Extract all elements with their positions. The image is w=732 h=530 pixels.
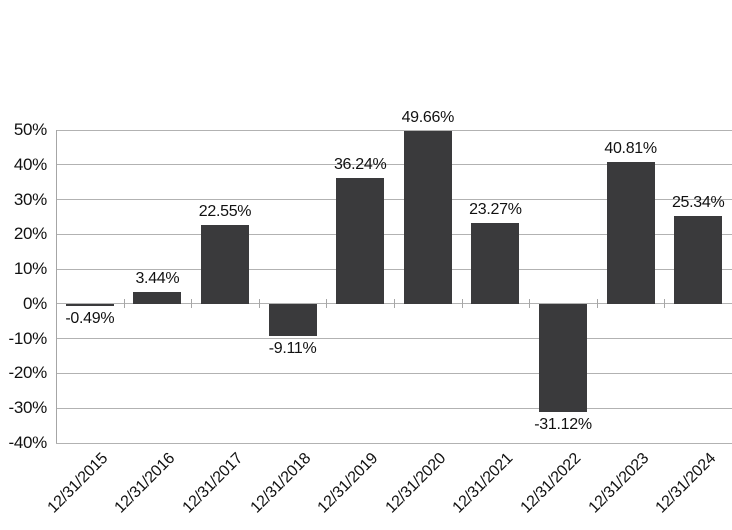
y-tick-label-40%: 40% [13, 154, 47, 174]
gridline-10% [56, 268, 732, 270]
x-tick-label-12/31/2016: 12/31/2016 [111, 450, 179, 517]
value-label-12/31/2015: -0.49% [65, 309, 115, 327]
x-tick-label-12/31/2023: 12/31/2023 [585, 450, 652, 517]
bar-12/31/2016 [133, 291, 182, 304]
x-tick-label-12/31/2019: 12/31/2019 [314, 450, 382, 517]
gridline-20% [56, 233, 732, 235]
gridline--10% [56, 338, 732, 340]
bar-12/31/2024 [674, 215, 723, 304]
bar-12/31/2020 [403, 131, 452, 304]
x-tick-label-12/31/2024: 12/31/2024 [652, 450, 720, 517]
bar-12/31/2018 [268, 303, 317, 336]
x-axis-tick [529, 299, 531, 309]
x-axis-tick [664, 299, 666, 309]
y-tick-label-50%: 50% [13, 120, 47, 139]
gridline--20% [56, 372, 732, 374]
x-tick-label-12/31/2020: 12/31/2020 [382, 450, 449, 517]
bar-12/31/2021 [471, 222, 520, 304]
y-tick-label--40%: -40% [8, 433, 48, 452]
x-axis-tick [394, 299, 395, 309]
value-label-12/31/2024: 25.34% [671, 193, 725, 211]
gridline-50% [56, 129, 732, 131]
y-tick-label-30%: 30% [13, 189, 47, 209]
value-label-12/31/2019: 36.24% [333, 155, 387, 173]
value-label-12/31/2020: 49.66% [401, 109, 455, 127]
gridline-30% [56, 199, 732, 201]
x-axis-tick [123, 299, 125, 309]
y-tick-label-20%: 20% [13, 224, 47, 244]
value-label-12/31/2022: -31.12% [534, 416, 592, 434]
plot-area: -0.49% 3.44% 22.55% -9.11% 36.24% 49.66% 23.27… [56, 109, 732, 444]
x-tick-label-12/31/2018: 12/31/2018 [247, 450, 314, 517]
value-label-12/31/2016: 3.44% [135, 269, 180, 287]
x-axis-tick [326, 299, 328, 309]
bar-12/31/2015 [65, 303, 114, 306]
x-axis-tick [191, 299, 193, 309]
x-axis-tick [596, 299, 598, 309]
y-tick-label-0%: 0% [23, 293, 47, 313]
x-axis-tick [461, 299, 463, 309]
x-tick-label-12/31/2017: 12/31/2017 [179, 450, 247, 517]
bar-12/31/2023 [606, 161, 655, 304]
value-label-12/31/2017: 22.55% [198, 203, 252, 221]
gridline--30% [56, 407, 732, 409]
x-tick-label-12/31/2015: 12/31/2015 [44, 450, 111, 517]
x-tick-label-12/31/2022: 12/31/2022 [517, 450, 585, 517]
y-tick-label--20%: -20% [8, 363, 48, 383]
value-label-12/31/2018: -9.11% [268, 339, 317, 357]
gridline--40% [56, 442, 732, 444]
bar-12/31/2017 [201, 225, 249, 304]
value-label-12/31/2021: 23.27% [469, 200, 522, 218]
x-axis-tick [258, 299, 260, 309]
bar-12/31/2022 [539, 303, 587, 413]
y-tick-label--30%: -30% [8, 398, 48, 418]
gridline-40% [56, 164, 732, 166]
y-tick-label--10%: -10% [8, 328, 48, 348]
y-tick-label-10%: 10% [13, 259, 47, 279]
bar-12/31/2019 [336, 177, 385, 304]
value-label-12/31/2023: 40.81% [604, 139, 657, 157]
x-tick-label-12/31/2021: 12/31/2021 [449, 450, 517, 517]
y-axis-line [56, 130, 57, 443]
